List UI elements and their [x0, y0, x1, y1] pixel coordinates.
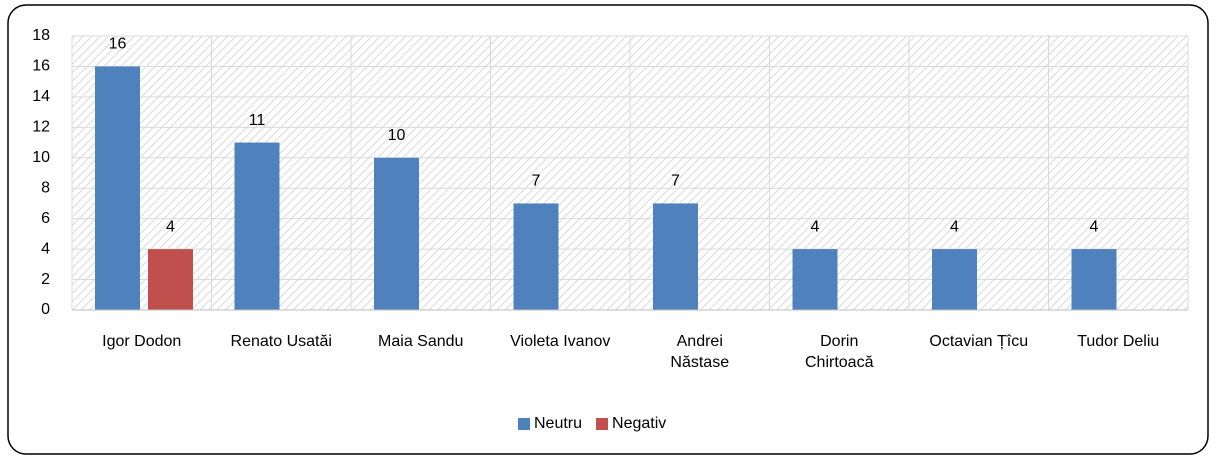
legend-swatch — [518, 418, 530, 430]
y-tick-label: 2 — [41, 271, 50, 288]
data-label: 7 — [532, 173, 541, 190]
legend-label: Negativ — [612, 415, 666, 432]
y-tick-label: 0 — [41, 301, 50, 318]
y-tick-label: 6 — [41, 210, 50, 227]
y-tick-label: 14 — [32, 88, 50, 105]
data-label: 11 — [249, 112, 266, 129]
bar — [513, 203, 559, 310]
bar — [1071, 249, 1117, 310]
data-label: 10 — [388, 127, 406, 144]
bar — [792, 249, 838, 310]
data-label: 4 — [166, 218, 175, 235]
data-label: 4 — [950, 218, 959, 235]
bar — [653, 203, 698, 310]
legend-label: Neutru — [534, 415, 582, 432]
data-label: 4 — [1090, 218, 1099, 235]
data-label: 16 — [109, 36, 127, 53]
bar — [95, 66, 140, 310]
x-tick-label: Maia Sandu — [378, 333, 463, 350]
x-tick-label: Renato Usatăi — [231, 333, 332, 350]
data-label: 7 — [671, 173, 680, 190]
data-label: 4 — [811, 218, 820, 235]
x-tick-label: Dorin Chirtoacă — [805, 333, 874, 371]
bar — [374, 157, 419, 310]
x-tick-label: Tudor Deliu — [1077, 333, 1159, 350]
bar — [234, 142, 280, 310]
y-tick-label: 16 — [32, 58, 50, 75]
x-tick-label: Violeta Ivanov — [510, 333, 610, 350]
y-tick-label: 4 — [41, 240, 50, 257]
bar — [932, 249, 977, 310]
y-tick-label: 10 — [32, 149, 50, 166]
bar — [148, 249, 193, 310]
x-tick-label: Andrei Năstase — [670, 333, 729, 371]
y-tick-label: 12 — [32, 119, 50, 136]
legend-swatch — [596, 418, 609, 430]
y-tick-label: 8 — [41, 179, 50, 196]
x-tick-label: Igor Dodon — [102, 333, 181, 350]
y-tick-label: 18 — [32, 27, 50, 44]
x-tick-label: Octavian Țîcu — [929, 333, 1028, 350]
